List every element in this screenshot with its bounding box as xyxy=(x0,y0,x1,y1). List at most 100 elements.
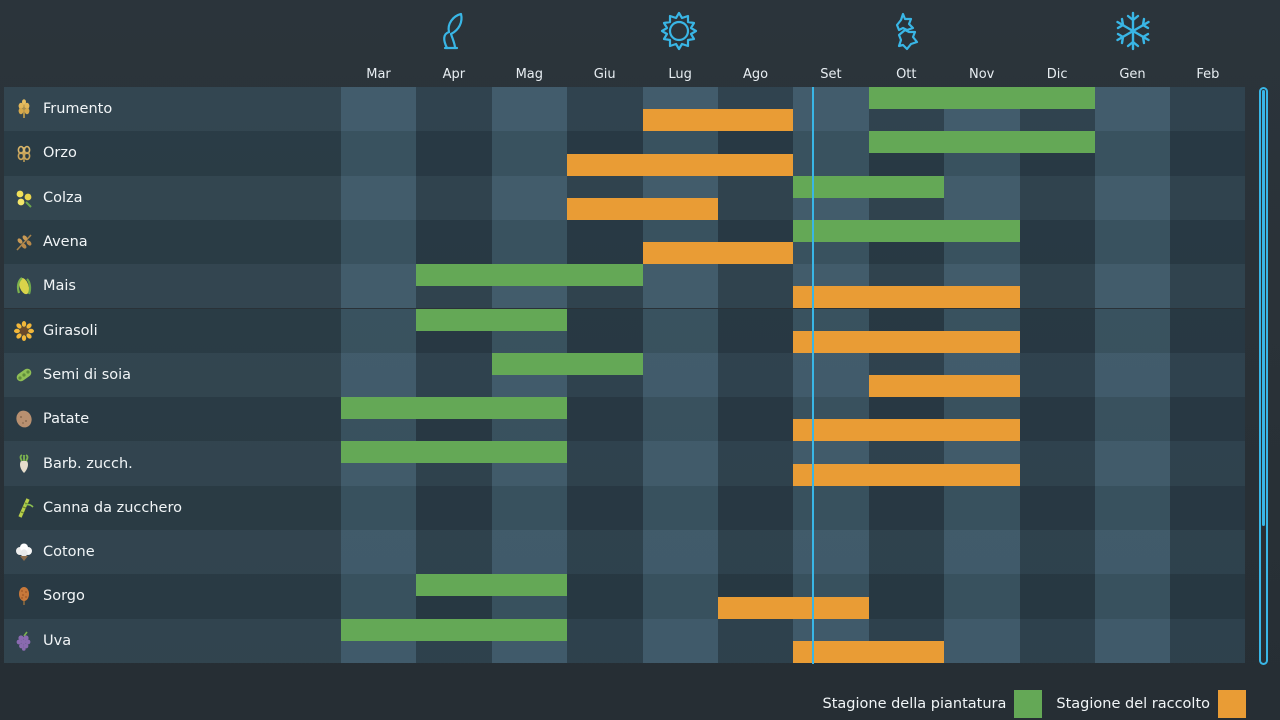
month-cell xyxy=(642,485,718,530)
crop-name-cell: Mais xyxy=(4,264,341,309)
crop-name: Uva xyxy=(43,632,72,649)
month-cell xyxy=(567,219,643,265)
month-cell xyxy=(341,530,417,575)
month-label-apr: Apr xyxy=(442,67,466,82)
crop-name: Patate xyxy=(43,411,90,428)
month-cell xyxy=(341,131,417,176)
month-label-nov: Nov xyxy=(969,67,995,82)
month-cell xyxy=(868,530,945,575)
month-cell xyxy=(944,485,1020,530)
spring-sprout-icon xyxy=(431,10,471,52)
month-cell xyxy=(642,530,718,575)
month-cell xyxy=(1095,397,1171,442)
month-cell xyxy=(642,264,718,309)
planting-season-bar xyxy=(491,352,643,375)
month-cell xyxy=(416,352,492,398)
crop-name: Sorgo xyxy=(43,588,85,605)
month-cell xyxy=(1095,308,1171,353)
crop-name: Cotone xyxy=(43,544,95,561)
month-cell xyxy=(718,264,794,309)
month-cell xyxy=(1019,530,1095,575)
month-cell xyxy=(1170,618,1245,663)
month-cell xyxy=(1170,264,1245,309)
crop-name: Frumento xyxy=(43,101,113,118)
harvest-season-bar xyxy=(793,419,1020,442)
legend-harvest-swatch xyxy=(1218,690,1246,718)
month-cell xyxy=(718,175,794,220)
crop-name: Orzo xyxy=(43,145,77,162)
autumn-leaves-icon xyxy=(887,10,927,52)
month-label-mar: Mar xyxy=(366,67,391,82)
month-cell xyxy=(1170,574,1245,619)
crop-name-cell: Sorgo xyxy=(4,574,341,619)
crop-row[interactable]: Mais xyxy=(4,264,1245,309)
month-cell xyxy=(341,574,417,619)
crop-row[interactable]: Barb. zucch. xyxy=(4,441,1245,486)
month-cell xyxy=(642,618,718,663)
month-cell xyxy=(718,441,794,486)
harvest-season-bar xyxy=(642,109,794,132)
planting-season-bar xyxy=(868,131,1095,154)
month-label-set: Set xyxy=(820,67,842,82)
sunflower-icon xyxy=(14,320,34,341)
crop-name-cell: Colza xyxy=(4,175,341,220)
month-cell xyxy=(1019,485,1095,530)
month-cell xyxy=(718,618,794,663)
crop-row[interactable]: Patate xyxy=(4,397,1245,442)
planting-season-bar xyxy=(868,87,1095,109)
month-cell xyxy=(1095,530,1171,575)
crop-row[interactable]: Canna da zucchero xyxy=(4,485,1245,530)
month-cell xyxy=(1019,308,1095,353)
crop-row[interactable]: Uva xyxy=(4,618,1245,663)
scrollbar[interactable] xyxy=(1259,87,1268,665)
month-cell xyxy=(416,175,492,220)
soybean-icon xyxy=(14,365,34,385)
crop-row[interactable]: Girasoli xyxy=(4,308,1245,353)
oat-icon xyxy=(14,232,34,252)
crop-row[interactable]: Semi di soia xyxy=(4,352,1245,398)
crop-row[interactable]: Sorgo xyxy=(4,574,1245,619)
crop-row[interactable]: Cotone xyxy=(4,530,1245,575)
month-cell xyxy=(567,618,643,663)
crop-row[interactable]: Frumento xyxy=(4,87,1245,132)
crop-row[interactable]: Colza xyxy=(4,175,1245,220)
month-cell xyxy=(491,131,568,176)
month-cell xyxy=(642,397,718,442)
month-cell xyxy=(341,175,417,220)
scrollbar-thumb[interactable] xyxy=(1262,90,1265,526)
crop-name-cell: Girasoli xyxy=(4,308,341,353)
crop-name-cell: Semi di soia xyxy=(4,352,341,398)
month-cell xyxy=(1170,131,1245,176)
legend: Stagione della piantatura Stagione del r… xyxy=(822,690,1246,718)
month-cell xyxy=(416,485,492,530)
planting-season-bar xyxy=(416,264,643,287)
planting-season-bar xyxy=(341,618,568,641)
month-cell xyxy=(416,530,492,575)
crop-name-cell: Cotone xyxy=(4,530,341,575)
month-cell xyxy=(718,308,794,353)
month-cell xyxy=(1019,574,1095,619)
harvest-season-bar xyxy=(567,197,718,220)
month-cell xyxy=(491,485,568,530)
month-cell xyxy=(1095,618,1171,663)
crop-row[interactable]: Avena xyxy=(4,219,1245,265)
crop-name-cell: Uva xyxy=(4,618,341,663)
month-cell xyxy=(944,574,1020,619)
planting-season-bar xyxy=(341,441,568,464)
sugarcane-icon xyxy=(14,498,34,518)
summer-sun-icon xyxy=(658,10,698,52)
month-cell xyxy=(1095,264,1171,309)
month-cell xyxy=(642,441,718,486)
month-cell xyxy=(718,352,794,398)
crop-name-cell: Avena xyxy=(4,219,341,265)
month-cell xyxy=(416,219,492,265)
crop-name: Avena xyxy=(43,234,88,251)
legend-planting-label: Stagione della piantatura xyxy=(822,696,1007,712)
month-cell xyxy=(567,308,643,353)
month-cell xyxy=(793,131,869,176)
planting-season-bar xyxy=(793,175,945,198)
month-cell xyxy=(1170,352,1245,398)
harvest-season-bar xyxy=(567,153,794,176)
crop-row[interactable]: Orzo xyxy=(4,131,1245,176)
planting-season-bar xyxy=(341,397,568,420)
